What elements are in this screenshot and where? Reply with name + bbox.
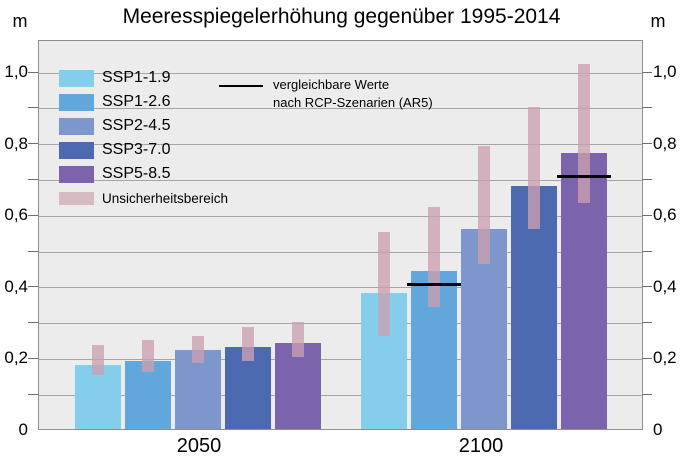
- tick-left-0.9: [28, 107, 38, 109]
- tick-right-0.3: [642, 322, 652, 324]
- ar5-line-2100-ssp1-2.6: [407, 282, 461, 286]
- legend-item-ssp1-2.6: SSP1-2.6: [59, 90, 170, 114]
- tick-right-0.1: [642, 393, 652, 395]
- gridline-0.7: [39, 179, 642, 181]
- uncertainty-label: Unsicherheitsbereich: [102, 190, 229, 206]
- bar-2050-ssp2-4.5: [175, 350, 221, 429]
- uncertainty-2100-ssp3-7.0: [528, 106, 540, 229]
- gridline-0.4: [39, 287, 642, 289]
- legend-item-ssp1-1.9: SSP1-1.9: [59, 66, 170, 90]
- gridline-0.2: [39, 358, 642, 360]
- tick-right-0.8: [642, 143, 652, 145]
- gridline-0.3: [39, 323, 642, 325]
- plot-area: SSP1-1.9 SSP1-2.6 SSP2-4.5 SSP3-7.0 SSP5-8.5…: [38, 40, 643, 430]
- ar5-note-line2: nach RCP-Szenarien (AR5): [273, 94, 433, 110]
- tick-label-right-0-4: 0,4: [653, 276, 677, 296]
- gridline-0.6: [39, 215, 642, 217]
- tick-right-0.5: [642, 250, 652, 252]
- tick-label-left-0-4: 0,4: [4, 276, 28, 296]
- tick-left-0.7: [28, 178, 38, 180]
- tick-label-left-0: 0: [18, 420, 28, 440]
- tick-label-left-0-2: 0,2: [4, 348, 28, 368]
- tick-label-right-0-6: 0,6: [653, 205, 677, 225]
- gridline-0.9: [39, 108, 642, 110]
- tick-right-0.7: [642, 178, 652, 180]
- uncertainty-2100-ssp5-8.5: [578, 63, 590, 204]
- tick-label-right-0-2: 0,2: [653, 348, 677, 368]
- uncertainty-2100-ssp1-1.9: [378, 232, 390, 336]
- tick-label-left-1-0: 1,0: [4, 62, 28, 82]
- x-axis-label-2050: 2050: [176, 435, 222, 457]
- chart-title: Meeresspiegelerhöhung gegenüber 1995-201…: [122, 5, 561, 28]
- uncertainty-2050-ssp1-2.6: [142, 339, 154, 372]
- legend-item-ssp2-4.5: SSP2-4.5: [59, 114, 170, 138]
- tick-label-left-0-6: 0,6: [4, 205, 28, 225]
- uncertainty-2100-ssp1-2.6: [428, 207, 440, 308]
- legend-item-ssp5-8.5: SSP5-8.5: [59, 162, 170, 186]
- y-axis-unit-right: m: [650, 11, 666, 31]
- tick-right-0.4: [642, 286, 652, 288]
- y-axis-unit-left: m: [12, 11, 28, 31]
- uncertainty-2050-ssp2-4.5: [192, 335, 204, 363]
- tick-label-right-0-8: 0,8: [653, 133, 677, 153]
- x-axis-label-2100: 2100: [458, 435, 504, 457]
- ar5-line-sample-icon: [219, 85, 263, 87]
- uncertainty-swatch: [59, 191, 94, 205]
- uncertainty-2050-ssp3-7.0: [242, 326, 254, 361]
- tick-right-0.9: [642, 107, 652, 109]
- tick-left-1.0: [28, 71, 38, 73]
- ar5-note-line1: vergleichbare Werte: [273, 77, 390, 92]
- tick-left-0.4: [28, 286, 38, 288]
- gridline-1.0: [39, 72, 642, 74]
- tick-label-left-0-8: 0,8: [4, 133, 28, 153]
- tick-left-0.1: [28, 393, 38, 395]
- tick-left-0.6: [28, 214, 38, 216]
- tick-left-0.3: [28, 322, 38, 324]
- uncertainty-2050-ssp1-1.9: [92, 344, 104, 376]
- legend-item-uncertainty: Unsicherheitsbereich: [59, 188, 228, 208]
- tick-right-1.0: [642, 71, 652, 73]
- tick-label-right-0: 0: [653, 420, 663, 440]
- legend-label-ssp2-4.5: SSP2-4.5: [102, 117, 171, 134]
- uncertainty-2100-ssp2-4.5: [478, 146, 490, 265]
- gridline-0.8: [39, 144, 642, 146]
- ar5-line-2100-ssp5-8.5: [557, 175, 611, 179]
- gridline-0.1: [39, 394, 642, 396]
- gridline-0.5: [39, 251, 642, 253]
- bar-2050-ssp5-8.5: [275, 343, 321, 429]
- ar5-note-text: vergleichbare Werte nach RCP-Szenarien (…: [273, 76, 433, 111]
- tick-label-right-1-0: 1,0: [653, 62, 677, 82]
- legend-swatch-ssp2-4.5: [59, 117, 94, 135]
- tick-left-0.2: [28, 357, 38, 359]
- uncertainty-2050-ssp5-8.5: [292, 321, 304, 358]
- tick-right-0.6: [642, 214, 652, 216]
- bar-2050-ssp1-2.6: [125, 360, 171, 429]
- tick-left-0.5: [28, 250, 38, 252]
- ar5-note: vergleichbare Werte nach RCP-Szenarien (…: [219, 76, 433, 111]
- legend-item-ssp3-7.0: SSP3-7.0: [59, 138, 170, 162]
- tick-left-0.8: [28, 143, 38, 145]
- tick-right-0.2: [642, 357, 652, 359]
